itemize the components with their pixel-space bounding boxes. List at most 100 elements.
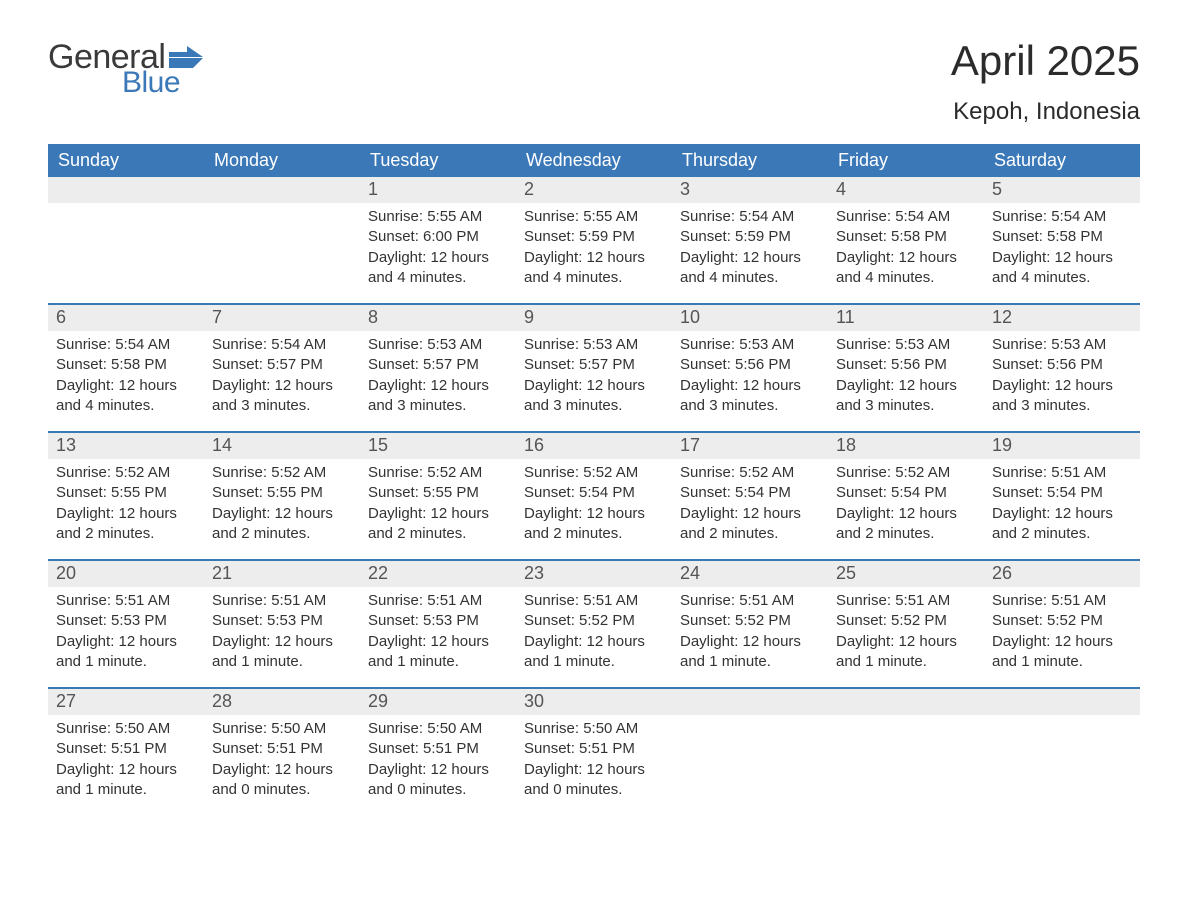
day-number-bar: 17: [672, 433, 828, 459]
sunset-line: Sunset: 5:53 PM: [56, 611, 196, 631]
sunset-line: Sunset: 5:53 PM: [368, 611, 508, 631]
location-label: Kepoh, Indonesia: [951, 98, 1140, 126]
sunrise-line: Sunrise: 5:51 AM: [368, 591, 508, 611]
calendar-day-cell: 16Sunrise: 5:52 AMSunset: 5:54 PMDayligh…: [516, 433, 672, 559]
daylight-line: Daylight: 12 hours and 3 minutes.: [368, 376, 508, 417]
day-number-bar: 20: [48, 561, 204, 587]
day-body: Sunrise: 5:52 AMSunset: 5:55 PMDaylight:…: [48, 459, 204, 552]
day-number-bar: 14: [204, 433, 360, 459]
weekday-header: Tuesday: [360, 144, 516, 177]
daylight-line: Daylight: 12 hours and 4 minutes.: [836, 248, 976, 289]
day-body: Sunrise: 5:54 AMSunset: 5:58 PMDaylight:…: [984, 203, 1140, 296]
header: General Blue April 2025 Kepoh, Indonesia: [48, 40, 1140, 126]
day-number-bar: 29: [360, 689, 516, 715]
daylight-line: Daylight: 12 hours and 0 minutes.: [212, 760, 352, 801]
day-body: [984, 715, 1140, 727]
brand-word-2: Blue: [122, 68, 203, 98]
sunset-line: Sunset: 5:54 PM: [524, 483, 664, 503]
sunset-line: Sunset: 5:57 PM: [524, 355, 664, 375]
day-body: Sunrise: 5:53 AMSunset: 5:56 PMDaylight:…: [828, 331, 984, 424]
daylight-line: Daylight: 12 hours and 0 minutes.: [524, 760, 664, 801]
sunrise-line: Sunrise: 5:50 AM: [368, 719, 508, 739]
sunrise-line: Sunrise: 5:54 AM: [680, 207, 820, 227]
day-body: Sunrise: 5:55 AMSunset: 5:59 PMDaylight:…: [516, 203, 672, 296]
sunrise-line: Sunrise: 5:51 AM: [680, 591, 820, 611]
sunset-line: Sunset: 5:58 PM: [836, 227, 976, 247]
sunrise-line: Sunrise: 5:51 AM: [992, 463, 1132, 483]
calendar-day-cell: 1Sunrise: 5:55 AMSunset: 6:00 PMDaylight…: [360, 177, 516, 303]
day-body: [672, 715, 828, 727]
day-number-bar: 22: [360, 561, 516, 587]
day-body: Sunrise: 5:53 AMSunset: 5:56 PMDaylight:…: [984, 331, 1140, 424]
sunrise-line: Sunrise: 5:53 AM: [368, 335, 508, 355]
day-number-bar: 19: [984, 433, 1140, 459]
daylight-line: Daylight: 12 hours and 0 minutes.: [368, 760, 508, 801]
calendar-day-cell: 24 Sunrise: 5:51 AMSunset: 5:52 PMDayligh…: [672, 561, 828, 687]
day-number-bar: 24: [672, 561, 828, 587]
day-number-bar: 7: [204, 305, 360, 331]
sunrise-line: Sunrise: 5:52 AM: [212, 463, 352, 483]
day-number-bar: 5: [984, 177, 1140, 203]
sunrise-line: Sunrise: 5:51 AM: [212, 591, 352, 611]
calendar-day-cell: 12Sunrise: 5:53 AMSunset: 5:56 PMDayligh…: [984, 305, 1140, 431]
day-body: Sunrise: 5:50 AMSunset: 5:51 PMDaylight:…: [204, 715, 360, 808]
day-number-bar: 16: [516, 433, 672, 459]
calendar-day-cell: [984, 689, 1140, 815]
weekday-header: Monday: [204, 144, 360, 177]
day-number-bar: 12: [984, 305, 1140, 331]
day-number-bar: 6: [48, 305, 204, 331]
daylight-line: Daylight: 12 hours and 3 minutes.: [524, 376, 664, 417]
calendar-day-cell: 14Sunrise: 5:52 AMSunset: 5:55 PMDayligh…: [204, 433, 360, 559]
calendar-day-cell: 10Sunrise: 5:53 AMSunset: 5:56 PMDayligh…: [672, 305, 828, 431]
sunset-line: Sunset: 5:57 PM: [212, 355, 352, 375]
sunset-line: Sunset: 5:56 PM: [680, 355, 820, 375]
sunset-line: Sunset: 5:52 PM: [680, 611, 820, 631]
sunrise-line: Sunrise: 5:53 AM: [836, 335, 976, 355]
sunset-line: Sunset: 5:52 PM: [992, 611, 1132, 631]
day-body: Sunrise: 5:51 AMSunset: 5:52 PMDaylight:…: [828, 587, 984, 680]
daylight-line: Daylight: 12 hours and 1 minute.: [836, 632, 976, 673]
sunset-line: Sunset: 5:51 PM: [524, 739, 664, 759]
calendar-day-cell: 28Sunrise: 5:50 AMSunset: 5:51 PMDayligh…: [204, 689, 360, 815]
day-body: [204, 203, 360, 215]
sunset-line: Sunset: 5:56 PM: [836, 355, 976, 375]
sunset-line: Sunset: 5:54 PM: [836, 483, 976, 503]
calendar-day-cell: 25Sunrise: 5:51 AMSunset: 5:52 PMDayligh…: [828, 561, 984, 687]
day-number-bar: [204, 177, 360, 203]
sunset-line: Sunset: 5:58 PM: [992, 227, 1132, 247]
calendar-day-cell: 4Sunrise: 5:54 AMSunset: 5:58 PMDaylight…: [828, 177, 984, 303]
sunset-line: Sunset: 6:00 PM: [368, 227, 508, 247]
daylight-line: Daylight: 12 hours and 1 minute.: [56, 632, 196, 673]
sunrise-line: Sunrise: 5:55 AM: [524, 207, 664, 227]
daylight-line: Daylight: 12 hours and 1 minute.: [680, 632, 820, 673]
sunset-line: Sunset: 5:52 PM: [524, 611, 664, 631]
calendar-day-cell: 19Sunrise: 5:51 AMSunset: 5:54 PMDayligh…: [984, 433, 1140, 559]
day-body: Sunrise: 5:52 AMSunset: 5:55 PMDaylight:…: [360, 459, 516, 552]
sunset-line: Sunset: 5:53 PM: [212, 611, 352, 631]
weekday-header: Saturday: [984, 144, 1140, 177]
calendar-day-cell: 9Sunrise: 5:53 AMSunset: 5:57 PMDaylight…: [516, 305, 672, 431]
daylight-line: Daylight: 12 hours and 2 minutes.: [56, 504, 196, 545]
daylight-line: Daylight: 12 hours and 3 minutes.: [992, 376, 1132, 417]
sunrise-line: Sunrise: 5:53 AM: [524, 335, 664, 355]
weekday-header: Sunday: [48, 144, 204, 177]
calendar-day-cell: 27Sunrise: 5:50 AMSunset: 5:51 PMDayligh…: [48, 689, 204, 815]
calendar-day-cell: 20Sunrise: 5:51 AMSunset: 5:53 PMDayligh…: [48, 561, 204, 687]
calendar-day-cell: 2Sunrise: 5:55 AMSunset: 5:59 PMDaylight…: [516, 177, 672, 303]
calendar-day-cell: 3Sunrise: 5:54 AMSunset: 5:59 PMDaylight…: [672, 177, 828, 303]
day-body: Sunrise: 5:52 AMSunset: 5:55 PMDaylight:…: [204, 459, 360, 552]
day-number-bar: 1: [360, 177, 516, 203]
calendar-day-cell: 26Sunrise: 5:51 AMSunset: 5:52 PMDayligh…: [984, 561, 1140, 687]
sunset-line: Sunset: 5:51 PM: [56, 739, 196, 759]
sunrise-line: Sunrise: 5:52 AM: [836, 463, 976, 483]
day-number-bar: 25: [828, 561, 984, 587]
sunrise-line: Sunrise: 5:52 AM: [56, 463, 196, 483]
calendar-day-cell: 30Sunrise: 5:50 AMSunset: 5:51 PMDayligh…: [516, 689, 672, 815]
daylight-line: Daylight: 12 hours and 3 minutes.: [836, 376, 976, 417]
sunrise-line: Sunrise: 5:53 AM: [680, 335, 820, 355]
day-body: Sunrise: 5:51 AMSunset: 5:53 PMDaylight:…: [360, 587, 516, 680]
day-number-bar: 13: [48, 433, 204, 459]
calendar-day-cell: 21Sunrise: 5:51 AMSunset: 5:53 PMDayligh…: [204, 561, 360, 687]
day-body: Sunrise: 5:53 AMSunset: 5:56 PMDaylight:…: [672, 331, 828, 424]
daylight-line: Daylight: 12 hours and 1 minute.: [212, 632, 352, 673]
